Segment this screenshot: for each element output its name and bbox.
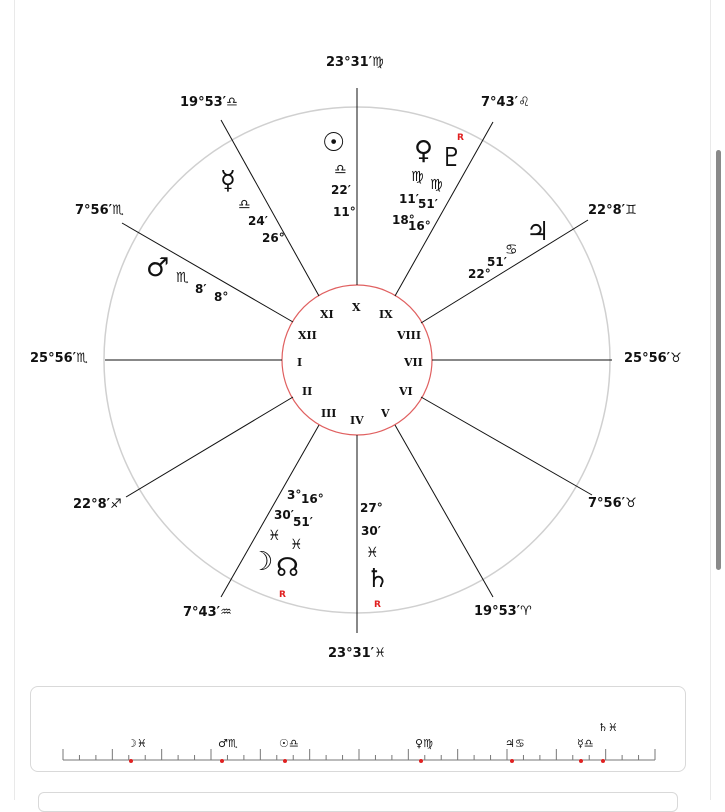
node-glyph: ☊	[276, 553, 299, 583]
cusp-label-12: 7°56′♏	[75, 203, 124, 218]
ruler-dot-moon	[129, 759, 133, 763]
ruler-label-mars: ♂♏	[218, 737, 238, 750]
cusp-label-ic: 23°31′♓	[328, 646, 386, 661]
venus-glyph: ♀	[414, 136, 433, 166]
cusp-label-11: 19°53′♎	[180, 95, 238, 110]
saturn-retro: R	[374, 600, 381, 610]
house-9: IX	[379, 308, 393, 321]
mercury-deg: 26°	[262, 231, 285, 245]
ruler-label-venus: ♀♍	[415, 737, 433, 750]
ruler-dot-jupiter	[510, 759, 514, 763]
mercury-glyph: ☿	[220, 166, 236, 196]
cusp-line-6	[420, 396, 593, 496]
cusp-label-mc: 23°31′♍	[326, 55, 384, 70]
jupiter-sign: ♋	[505, 242, 518, 258]
natal-chart-wheel: 25°56′♏ 22°8′♐ 23°31′♓ 19°53′♈ 7°56′♉ 25…	[30, 55, 682, 661]
venus-min: 11′	[399, 192, 419, 206]
house-10: X	[352, 301, 361, 314]
jupiter-glyph: ♃	[526, 217, 549, 247]
moon-glyph: ☽	[250, 547, 273, 577]
house-1: I	[297, 356, 302, 369]
pluto-retro: R	[457, 133, 464, 143]
ruler-label-mercury: ☿♎	[577, 737, 594, 750]
cusp-line-12	[121, 222, 294, 323]
moon-deg: 3°	[287, 488, 301, 502]
saturn-sign: ♓	[366, 545, 379, 561]
cusp-line-2	[125, 396, 294, 498]
node-retro: R	[279, 590, 286, 600]
cusp-label-3: 7°43′♒	[183, 605, 232, 620]
ruler-label-sun: ☉♎	[279, 737, 299, 750]
cusp-label-5: 19°53′♈	[474, 604, 532, 619]
house-2: II	[302, 385, 312, 398]
pluto-deg: 16°	[408, 219, 431, 233]
pluto-sign: ♍	[430, 177, 443, 193]
house-6: VI	[398, 385, 413, 398]
ruler-label-saturn: ♄♓	[598, 721, 618, 734]
pluto-glyph: ♇	[440, 143, 463, 173]
house-3: III	[321, 407, 336, 420]
mercury-min: 24′	[248, 214, 268, 228]
cusp-label-2: 22°8′♐	[73, 497, 122, 512]
ruler-label-moon: ☽♓	[127, 737, 147, 750]
house-11: XI	[320, 308, 334, 321]
house-4: IV	[350, 414, 364, 427]
ruler-label-jupiter: ♃♋	[505, 737, 525, 750]
cusp-label-dsc: 25°56′♉	[624, 351, 682, 366]
cusp-label-8: 22°8′♊	[588, 203, 637, 218]
cusp-line-9	[394, 121, 494, 297]
node-deg: 16°	[301, 492, 324, 506]
jupiter-deg: 22°	[468, 267, 491, 281]
venus-sign: ♍	[411, 169, 424, 185]
cusp-line-5	[394, 424, 494, 598]
jupiter-min: 51′	[487, 255, 507, 269]
ruler-dot-mercury	[579, 759, 583, 763]
saturn-deg: 27°	[360, 501, 383, 515]
sun-glyph: ☉	[322, 128, 345, 158]
zodiac-ruler: ☽♓ ♂♏ ☉♎ ♀♍ ♃♋ ☿♎ ♄♓	[62, 721, 656, 763]
house-7: VII	[403, 356, 423, 369]
moon-min: 30′	[274, 508, 294, 522]
ruler-dot-saturn	[601, 759, 605, 763]
house-8: VIII	[396, 329, 421, 342]
sun-deg: 11°	[333, 205, 356, 219]
secondary-panel	[38, 792, 678, 812]
ruler-ticks	[62, 749, 656, 760]
node-min: 51′	[293, 515, 313, 529]
node-sign: ♓	[290, 537, 303, 553]
cusp-label-asc: 25°56′♏	[30, 351, 88, 366]
sun-min: 22′	[331, 183, 351, 197]
ruler-dot-sun	[283, 759, 287, 763]
cusp-label-6: 7°56′♉	[588, 496, 637, 511]
house-5: V	[380, 407, 390, 420]
mercury-sign: ♎	[238, 197, 251, 213]
house-12: XII	[298, 329, 317, 342]
ruler-dot-mars	[220, 759, 224, 763]
cusp-line-3	[220, 424, 320, 598]
sun-sign: ♎	[334, 162, 347, 178]
saturn-min: 30′	[361, 524, 381, 538]
pluto-min: 51′	[418, 197, 438, 211]
saturn-glyph: ♄	[366, 564, 389, 594]
mars-sign: ♏	[176, 270, 189, 286]
page-frame	[14, 0, 711, 800]
scrollbar-thumb[interactable]	[716, 150, 721, 570]
zodiac-ruler-panel: ☽♓ ♂♏ ☉♎ ♀♍ ♃♋ ☿♎ ♄♓	[30, 686, 686, 772]
mars-glyph: ♂	[146, 253, 169, 283]
mars-min: 8′	[195, 282, 207, 296]
cusp-line-8	[420, 219, 589, 324]
venus-deg: 18°	[392, 213, 415, 227]
cusp-label-9: 7°43′♌	[481, 95, 530, 110]
mars-deg: 8°	[214, 290, 228, 304]
cusp-line-11	[220, 119, 320, 297]
ruler-dot-venus	[419, 759, 423, 763]
moon-sign: ♓	[268, 528, 281, 544]
